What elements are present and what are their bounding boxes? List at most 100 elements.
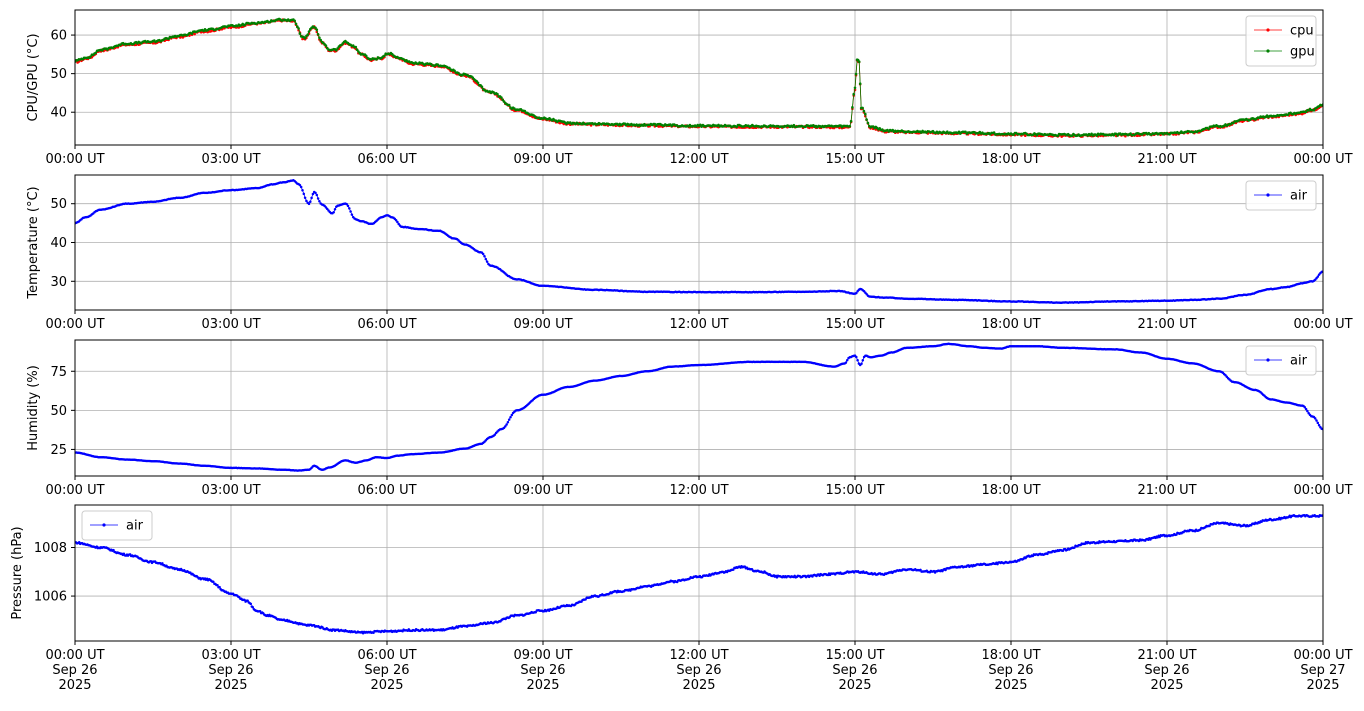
data-point xyxy=(850,120,853,123)
x-tick-label: 00:00 UT xyxy=(1293,483,1352,498)
data-point xyxy=(308,203,311,206)
x-tick-label-line: 12:00 UT xyxy=(669,152,728,167)
legend-swatch-marker xyxy=(1266,28,1269,31)
legend: air xyxy=(1246,346,1316,375)
x-tick-label-line: 00:00 UT xyxy=(1293,152,1352,167)
x-tick-label-line: 15:00 UT xyxy=(825,483,884,498)
data-point xyxy=(295,23,298,26)
x-tick-label: 03:00 UT xyxy=(201,152,260,167)
data-point xyxy=(856,359,859,362)
legend-swatch-marker xyxy=(1266,358,1269,361)
y-axis-label: Temperature (°C) xyxy=(26,186,41,299)
x-tick-label: 18:00 UT xyxy=(981,152,1040,167)
x-tick-label-line: 18:00 UT xyxy=(981,317,1040,332)
data-point xyxy=(349,210,352,213)
x-tick-label: 06:00 UT xyxy=(357,317,416,332)
x-tick-label: 21:00 UT xyxy=(1137,317,1196,332)
data-point xyxy=(317,33,320,36)
data-point xyxy=(486,260,489,263)
x-tick-label-line: 00:00 UT xyxy=(45,152,104,167)
legend-swatch-marker xyxy=(1266,193,1269,196)
x-tick-label-line: 00:00 UT xyxy=(1293,483,1352,498)
x-tick-label: 06:00 UT xyxy=(357,483,416,498)
y-tick-label: 50 xyxy=(50,197,67,212)
y-tick-label: 50 xyxy=(50,67,67,82)
y-tick-label: 50 xyxy=(50,404,67,419)
x-tick-label: 03:00 UT xyxy=(201,317,260,332)
data-point xyxy=(355,46,358,49)
data-point xyxy=(1306,410,1309,413)
data-point xyxy=(1315,419,1318,422)
legend-swatch-marker xyxy=(1266,49,1269,52)
data-point xyxy=(250,603,253,606)
x-tick-label: 15:00 UT xyxy=(825,317,884,332)
x-tick-label-line: 03:00 UT xyxy=(201,317,260,332)
x-tick-label-line: 12:00 UT xyxy=(669,317,728,332)
data-point xyxy=(509,416,512,419)
x-tick-label: 12:00 UT xyxy=(669,317,728,332)
data-point xyxy=(483,255,486,258)
x-tick-label-line: 21:00 UT xyxy=(1137,152,1196,167)
x-tick-label: 15:00 UT xyxy=(825,483,884,498)
x-tick-label-line: 00:00 UT xyxy=(45,483,104,498)
y-axis-label: Humidity (%) xyxy=(26,365,41,451)
x-tick-label: 06:00 UT xyxy=(357,152,416,167)
x-tick-label-line: 21:00 UT xyxy=(1137,317,1196,332)
x-tick-label-line: 18:00 UT xyxy=(981,483,1040,498)
x-tick-label: 15:00 UT xyxy=(825,152,884,167)
data-point xyxy=(477,82,480,85)
x-tick-label: 12:00 UT xyxy=(669,152,728,167)
legend-label: air xyxy=(1290,354,1308,369)
data-point xyxy=(1317,422,1320,425)
data-point xyxy=(348,207,351,210)
data-point xyxy=(300,186,303,189)
legend-label: cpu xyxy=(1290,24,1314,39)
x-tick-label-line: 15:00 UT xyxy=(825,317,884,332)
data-point xyxy=(508,418,511,421)
data-point xyxy=(859,82,862,85)
data-point xyxy=(318,200,321,203)
x-tick-label-line: 15:00 UT xyxy=(825,152,884,167)
x-tick-label-line: 00:00 UT xyxy=(1293,317,1352,332)
x-tick-label: 00:00 UT xyxy=(1293,152,1352,167)
x-tick-label-line: 18:00 UT xyxy=(981,152,1040,167)
data-point xyxy=(314,192,317,195)
data-point xyxy=(193,33,196,36)
x-tick-label-line: 03:00 UT xyxy=(201,483,260,498)
x-tick-label-line: 09:00 UT xyxy=(513,317,572,332)
data-point xyxy=(317,197,320,200)
x-tick-label-line: 06:00 UT xyxy=(357,317,416,332)
y-tick-label: 40 xyxy=(50,106,67,121)
data-point xyxy=(325,44,328,47)
data-point xyxy=(507,421,510,424)
data-point xyxy=(845,361,848,364)
x-tick-label-line: 09:00 UT xyxy=(513,152,572,167)
data-point xyxy=(851,106,854,109)
data-point xyxy=(854,87,857,90)
data-point xyxy=(860,362,863,365)
panel-2: 00:00 UT 03:00 UT 06:00 UT 09:00 UT 12:00 UT… xyxy=(26,175,1353,332)
x-tick-label: 00:00 UT xyxy=(45,152,104,167)
data-point xyxy=(858,60,861,63)
x-tick-label-line: 21:00 UT xyxy=(1137,483,1196,498)
data-point xyxy=(309,201,312,204)
x-tick-label: 21:00 UT xyxy=(1137,152,1196,167)
x-tick-label-line: 09:00 UT xyxy=(513,483,572,498)
data-point xyxy=(852,93,855,96)
data-point xyxy=(1314,417,1317,420)
x-tick-label: 09:00 UT xyxy=(513,317,572,332)
data-point xyxy=(351,213,354,216)
data-point xyxy=(1318,424,1321,427)
data-point xyxy=(304,37,307,40)
data-point xyxy=(846,359,849,362)
x-tick-label: 00:00 UT xyxy=(1293,317,1352,332)
x-tick-label: 09:00 UT xyxy=(513,483,572,498)
data-point xyxy=(306,33,309,36)
data-point xyxy=(316,28,319,31)
data-point xyxy=(299,32,302,35)
x-tick-label: 00:00 UT xyxy=(45,483,104,498)
